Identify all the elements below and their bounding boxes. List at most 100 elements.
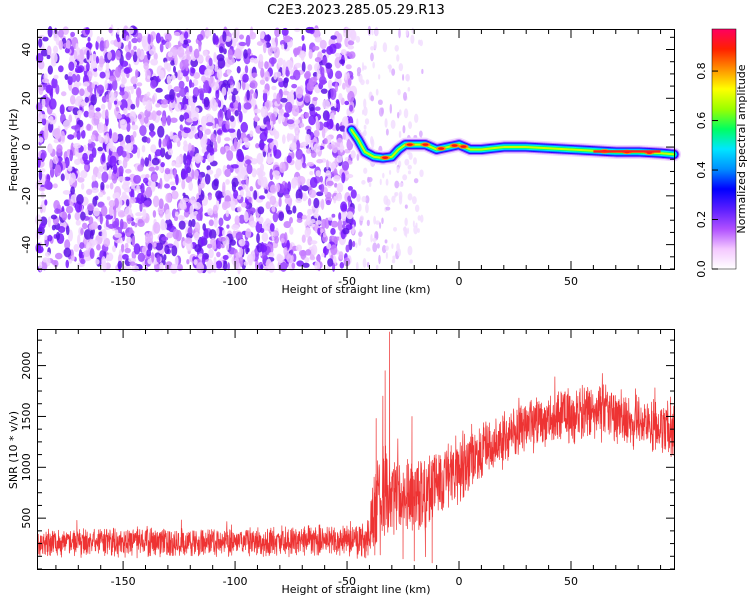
spectrogram-noise-cell xyxy=(408,152,413,160)
spectrogram-noise-cell xyxy=(398,182,404,188)
spectrogram-noise-cell xyxy=(309,171,314,176)
spectrogram-noise-cell xyxy=(391,243,394,249)
spectrogram-noise-cell xyxy=(256,152,264,165)
spectrogram-noise-cell xyxy=(190,67,196,74)
spectrogram-noise-cell xyxy=(236,66,241,74)
spectrogram-noise-cell xyxy=(226,224,230,229)
spectrogram-noise-cell xyxy=(238,34,244,40)
spectrogram-noise-cell xyxy=(358,237,362,246)
spectrogram-noise-cell xyxy=(178,215,184,221)
spectrogram-noise-cell xyxy=(48,115,54,125)
spectrogram-noise-cell xyxy=(133,174,142,184)
spectrogram-noise-cell xyxy=(190,196,195,205)
colorbar-tick-label: 0.8 xyxy=(695,62,708,80)
spectrogram-noise-cell xyxy=(81,222,88,230)
spectrogram-noise-cell xyxy=(363,98,367,109)
spectrogram-noise-cell xyxy=(224,168,231,178)
spectrogram-noise-cell xyxy=(193,201,202,210)
spectrogram-noise-cell xyxy=(308,115,316,126)
spectrogram-noise-cell xyxy=(73,132,78,138)
spectrogram-noise-cell xyxy=(67,213,71,220)
spectrogram-noise-cell xyxy=(144,157,149,167)
spectrogram-noise-cell xyxy=(326,111,330,121)
spectrogram-noise-cell xyxy=(407,245,413,256)
spectrogram-noise-cell xyxy=(240,121,248,133)
spectrogram-noise-cell xyxy=(80,170,88,179)
spectrogram-noise-cell xyxy=(91,83,95,90)
spectrogram-noise-cell xyxy=(327,216,333,221)
spectrogram-noise-cell xyxy=(286,239,290,249)
spectrogram-noise-cell xyxy=(344,100,350,106)
spectrogram-noise-cell xyxy=(143,116,149,124)
spectrogram-noise-cell xyxy=(301,185,309,192)
spectrogram-noise-cell xyxy=(248,196,252,203)
spectrogram-noise-cell xyxy=(214,64,219,72)
spectrogram-noise-cell xyxy=(340,201,348,212)
spectrogram-noise-cell xyxy=(47,26,53,38)
spectrogram-noise-cell xyxy=(309,26,315,35)
spectrogram-noise-cell xyxy=(47,234,53,242)
spectrogram-noise-cell xyxy=(41,78,50,84)
snr-ytick-label: 1000 xyxy=(20,453,33,481)
spectrogram-noise-cell xyxy=(360,79,365,86)
spectrogram-noise-cell xyxy=(411,27,415,34)
spectrogram-noise-cell xyxy=(209,151,213,156)
spectrogram-noise-cell xyxy=(83,110,90,118)
spectrogram-noise-cell xyxy=(83,159,91,165)
spectrogram-noise-cell xyxy=(182,153,187,165)
spectrogram-noise-cell xyxy=(326,46,333,55)
spectrogram-noise-cell xyxy=(315,170,321,177)
spectrogram-noise-cell xyxy=(158,138,162,149)
spectrogram-noise-cell xyxy=(335,122,340,132)
spectrogram-noise-cell xyxy=(181,179,186,190)
spectrogram-noise-cell xyxy=(112,245,117,253)
spectrogram-noise-cell xyxy=(341,160,350,171)
spectrogram-noise-cell xyxy=(352,240,356,248)
spectrogram-noise-cell xyxy=(119,218,124,230)
spectrogram-noise-cell xyxy=(283,232,288,244)
spectrogram-noise-cell xyxy=(323,137,328,145)
spectrogram-noise-cell xyxy=(173,31,181,37)
spectrogram-noise-cell xyxy=(185,64,189,72)
spectrogram-noise-cell xyxy=(57,226,66,233)
snr-frame xyxy=(37,329,675,570)
spectrogram-noise-cell xyxy=(304,111,310,119)
spectrogram-noise-cell xyxy=(170,74,176,81)
spectrogram-noise-cell xyxy=(185,176,193,184)
spectrogram-noise-cell xyxy=(226,239,230,251)
spectrogram-noise-cell xyxy=(84,96,89,103)
spectrogram-noise-cell xyxy=(321,252,325,258)
spectrogram-noise-cell xyxy=(235,231,243,241)
spectrogram-noise-cell xyxy=(169,181,176,186)
spectrogram-noise-cell xyxy=(119,90,125,96)
spectrogram-noise-cell xyxy=(330,227,336,236)
snr-xtick-label: -50 xyxy=(338,575,356,588)
spectrogram-noise-cell xyxy=(123,180,131,186)
spectrogram-xtick-label: -150 xyxy=(111,275,136,288)
spectrogram-noise-cell xyxy=(176,140,181,148)
spectrogram-noise-cell xyxy=(326,180,334,186)
spectrogram-noise-cell xyxy=(210,133,217,143)
spectrogram-noise-cell xyxy=(131,235,136,248)
spectrogram-noise-cell xyxy=(136,192,145,205)
spectrogram-noise-cell xyxy=(186,258,190,265)
spectrogram-noise-cell xyxy=(56,144,63,153)
spectrogram-noise-cell xyxy=(82,81,90,87)
spectrogram-xtick-label: 50 xyxy=(564,275,578,288)
spectrogram-noise-cell xyxy=(329,118,334,129)
spectrogram-noise-cell xyxy=(206,243,213,249)
spectrogram-noise-cell xyxy=(356,118,359,128)
spectrogram-noise-cell xyxy=(336,155,343,163)
spectrogram-noise-cell xyxy=(108,167,112,177)
spectrogram-noise-cell xyxy=(368,181,372,188)
spectrogram-noise-cell xyxy=(365,79,370,85)
spectrogram-noise-cell xyxy=(193,231,200,241)
spectrogram-noise-cell xyxy=(290,151,295,160)
spectrogram-noise-cell xyxy=(284,182,288,190)
spectrogram-noise-cell xyxy=(261,232,269,242)
spectrogram-noise-cell xyxy=(82,152,88,162)
spectrogram-noise-cell xyxy=(342,224,346,229)
spectrogram-peak xyxy=(382,156,389,160)
spectrogram-noise-cell xyxy=(111,79,118,91)
spectrogram-noise-cell xyxy=(320,183,325,194)
